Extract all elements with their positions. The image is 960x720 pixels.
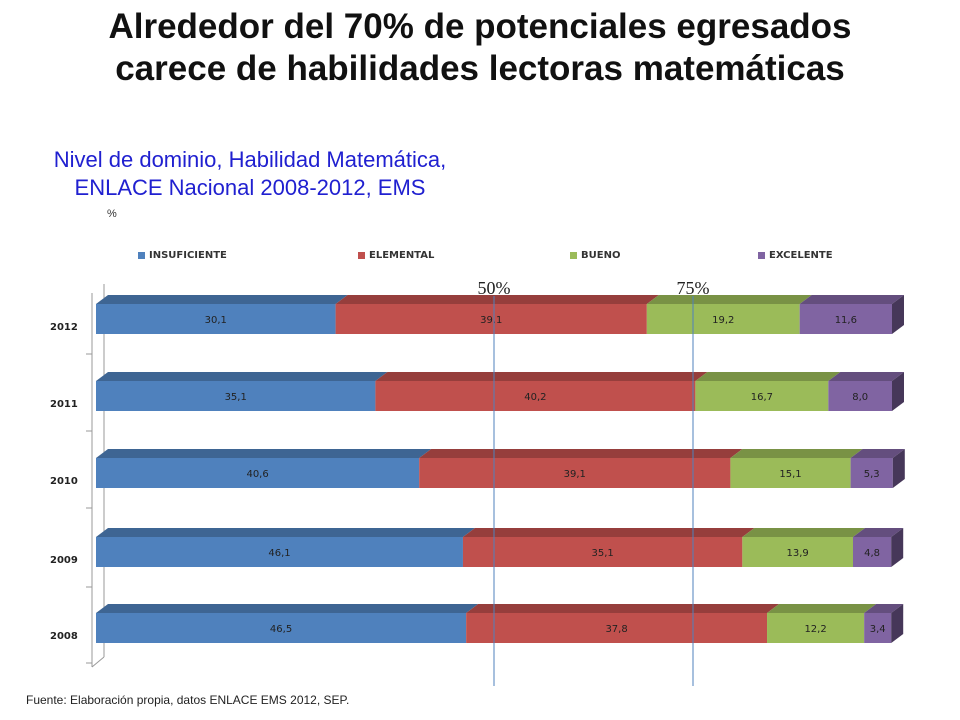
slide-title: Alrededor del 70% de potenciales egresad… [0,6,960,90]
chart-legend: INSUFICIENTE ELEMENTAL BUENO EXCELENTE [0,250,960,264]
legend-label: ELEMENTAL [369,250,435,261]
data-label: 5,3 [864,469,880,480]
unit-label: % [107,208,117,220]
data-label: 3,4 [870,624,886,635]
bar-segment [419,458,731,488]
bar-top-face [742,528,865,537]
data-label: 46,1 [268,548,290,559]
category-label: 2011 [50,399,78,410]
bar-top-face [695,372,841,381]
bar-segment [852,537,892,567]
data-label: 19,2 [712,315,734,326]
bar-side-face [891,528,904,567]
bar-top-face [730,449,863,458]
source-note: Fuente: Elaboración propia, datos ENLACE… [26,693,350,707]
data-label: 8,0 [852,392,868,403]
bar-segment [375,381,696,411]
legend-swatch [758,252,765,259]
legend-label: BUENO [581,250,621,261]
legend-swatch [138,252,145,259]
data-label: 39,1 [564,469,586,480]
bar-segment [767,613,865,643]
bar-top-face [850,449,905,458]
bar-side-face [892,449,905,488]
reference-line-label: 75% [677,278,710,298]
chart-subtitle: Nivel de dominio, Habilidad Matemática, … [0,146,500,202]
category-label: 2012 [50,322,78,333]
bar-top-face [96,372,388,381]
data-label: 39,1 [480,315,502,326]
category-label: 2010 [50,476,78,487]
subtitle-line-1: Nivel de dominio, Habilidad Matemática, [53,147,447,172]
bar-segment [96,458,420,488]
bar-top-face [375,372,708,381]
bar-segment [850,458,893,488]
data-label: 37,8 [605,624,627,635]
bar-segment [96,304,336,334]
bar-top-face [96,604,479,613]
legend-label: EXCELENTE [769,250,833,261]
bar-segment [466,613,768,643]
legend-item: EXCELENTE [758,250,833,261]
data-label: 11,6 [835,315,857,326]
subtitle-line-2: ENLACE Nacional 2008-2012, EMS [74,175,426,200]
bar-segment [335,304,647,334]
data-label: 35,1 [225,392,247,403]
legend-label: INSUFICIENTE [149,250,227,261]
bar-top-face [864,604,904,613]
data-label: 46,5 [270,624,292,635]
data-label: 40,2 [524,392,546,403]
bar-top-face [767,604,877,613]
bar-top-face [96,449,432,458]
bar-top-face [852,528,904,537]
bar-segment [799,304,892,334]
bar-top-face [466,604,780,613]
legend-item: BUENO [570,250,620,261]
bar-segment [96,613,467,643]
bar-segment [695,381,829,411]
bar-top-face [335,295,659,304]
bar-side-face [892,372,904,411]
data-label: 35,1 [592,548,614,559]
axis-floor-line [91,656,105,668]
bar-segment [96,537,463,567]
data-label: 12,2 [804,624,826,635]
bar-segment [730,458,851,488]
bar-segment [828,381,892,411]
legend-swatch [570,252,577,259]
bar-side-face [892,295,904,334]
bar-segment [742,537,853,567]
bar-top-face [799,295,904,304]
bar-top-face [462,528,755,537]
bar-top-face [96,528,475,537]
bar-top-face [828,372,904,381]
data-label: 13,9 [787,548,809,559]
data-label: 15,1 [779,469,801,480]
bar-side-face [891,604,904,643]
reference-line-label: 50% [478,278,511,298]
category-label: 2009 [50,555,78,566]
bar-top-face [96,295,348,304]
legend-item: ELEMENTAL [358,250,434,261]
bar-top-face [646,295,812,304]
data-label: 30,1 [205,315,227,326]
bar-segment [462,537,743,567]
title-line-1: Alrededor del 70% de potenciales egresad… [108,7,852,46]
data-label: 40,6 [246,469,268,480]
title-line-2: carece de habilidades lectoras matemátic… [115,49,845,88]
data-label: 16,7 [751,392,773,403]
bar-top-face [419,449,743,458]
bar-segment [646,304,800,334]
legend-item: INSUFICIENTE [138,250,227,261]
legend-swatch [358,252,365,259]
bar-segment [864,613,892,643]
category-label: 2008 [50,631,78,642]
data-label: 4,8 [864,548,880,559]
bar-segment [96,381,376,411]
